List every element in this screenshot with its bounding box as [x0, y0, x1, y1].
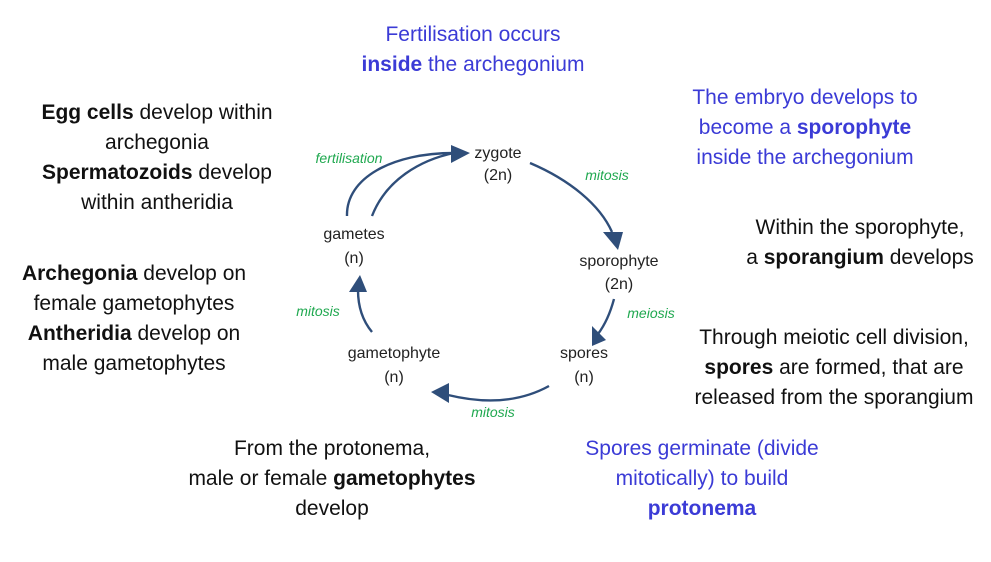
note-embryo-bold: sporophyte [796, 116, 912, 139]
node-zygote-ploidy: (2n) [484, 167, 512, 184]
note-protonema-line3: develop [295, 497, 369, 520]
arrowhead-zygote [451, 145, 470, 163]
process-fertilisation: fertilisation [316, 150, 383, 166]
note-fertilisation: Fertilisation occurs inside the archegon… [353, 20, 593, 80]
note-eggcells-bold1: Egg cells [41, 101, 134, 124]
note-protonema-pre: male or female [188, 467, 334, 490]
arrow-gametes-to-zygote-outer [345, 151, 455, 217]
note-archegonia-line3: Antheridia develop on [10, 319, 258, 349]
note-sporangium-bold: sporangium [763, 246, 884, 269]
note-meiotic: Through meiotic cell division, spores ar… [677, 323, 991, 413]
note-archegonia-post1: develop on [137, 262, 247, 285]
arrow-zygote-to-sporophyte [529, 161, 614, 233]
note-germinate-line1: Spores germinate (divide [585, 437, 819, 460]
note-eggcells-post2: develop [192, 161, 272, 184]
note-archegonia-line4: male gametophytes [42, 352, 226, 375]
node-sporophyte-name: sporophyte [579, 253, 658, 270]
note-eggcells-post1: develop within [133, 101, 273, 124]
node-gametes-name: gametes [323, 226, 384, 243]
note-sporangium-pre: a [746, 246, 764, 269]
note-eggcells: Egg cells develop within archegonia Sper… [27, 98, 287, 218]
note-sporangium-post: develops [883, 246, 974, 269]
note-meiotic-line2: spores are formed, that are [677, 353, 991, 383]
arrowhead-sporophyte [603, 232, 623, 250]
note-protonema-bold: gametophytes [333, 467, 476, 490]
note-archegonia-bold2: Antheridia [27, 322, 132, 345]
note-embryo-line3: inside the archegonium [696, 146, 914, 169]
note-protonema-line1: From the protonema, [233, 437, 431, 460]
node-gametophyte-ploidy: (n) [384, 369, 404, 386]
note-archegonia-bold1: Archegonia [21, 262, 138, 285]
note-sporangium: Within the sporophyte, a sporangium deve… [736, 213, 984, 273]
note-fertilisation-rest: the archegonium [422, 53, 585, 76]
arrow-spores-to-gametophyte [447, 384, 550, 402]
note-eggcells-line3: Spermatozoids develop [27, 158, 287, 188]
node-gametes-ploidy: (n) [344, 250, 364, 267]
note-germinate-bold: protonema [647, 497, 757, 520]
note-meiotic-line1: Through meiotic cell division, [699, 326, 969, 349]
arrow-gametophyte-to-gametes [356, 289, 373, 333]
note-eggcells-line2: archegonia [105, 131, 209, 154]
note-embryo-line2: become a sporophyte [676, 113, 934, 143]
note-eggcells-line4: within antheridia [81, 191, 233, 214]
node-spores-ploidy: (n) [574, 369, 594, 386]
note-archegonia: Archegonia develop on female gametophyte… [10, 259, 258, 379]
note-meiotic-bold: spores [704, 356, 774, 379]
note-fertilisation-line1: Fertilisation occurs [385, 23, 561, 46]
note-archegonia-line2: female gametophytes [33, 292, 235, 315]
process-meiosis: meiosis [627, 305, 674, 321]
note-embryo-pre: become a [698, 116, 797, 139]
note-embryo: The embryo develops to become a sporophy… [676, 83, 934, 173]
node-zygote-name: zygote [474, 145, 521, 162]
note-archegonia-line1: Archegonia develop on [10, 259, 258, 289]
note-sporangium-line1: Within the sporophyte, [755, 216, 965, 239]
note-protonema: From the protonema, male or female gamet… [172, 434, 492, 524]
arrowhead-spores [592, 326, 606, 346]
process-mitosis-spores: mitosis [471, 404, 515, 420]
process-mitosis-zygote: mitosis [585, 167, 629, 183]
node-gametophyte-name: gametophyte [348, 345, 441, 362]
note-embryo-line1: The embryo develops to [692, 86, 918, 109]
note-eggcells-line1: Egg cells develop within [27, 98, 287, 128]
arrowhead-gametes [349, 275, 367, 292]
note-fertilisation-bold: inside [361, 53, 423, 76]
node-spores-name: spores [560, 345, 608, 362]
note-sporangium-line2: a sporangium develops [736, 243, 984, 273]
note-meiotic-line3: released from the sporangium [694, 386, 974, 409]
arrow-gametes-to-zygote-inner [370, 151, 455, 217]
note-germinate: Spores germinate (divide mitotically) to… [571, 434, 833, 524]
note-archegonia-post2: develop on [131, 322, 241, 345]
arrowhead-gametophyte [431, 383, 449, 403]
note-eggcells-bold2: Spermatozoids [42, 161, 193, 184]
process-mitosis-gametophyte: mitosis [296, 303, 340, 319]
note-fertilisation-line2: inside the archegonium [353, 50, 593, 80]
note-protonema-line2: male or female gametophytes [172, 464, 492, 494]
note-germinate-line2: mitotically) to build [615, 467, 789, 490]
node-sporophyte-ploidy: (2n) [605, 276, 633, 293]
arrow-sporophyte-to-spores [597, 298, 616, 335]
note-meiotic-post: are formed, that are [773, 356, 964, 379]
note-germinate-line3: protonema [571, 494, 833, 524]
